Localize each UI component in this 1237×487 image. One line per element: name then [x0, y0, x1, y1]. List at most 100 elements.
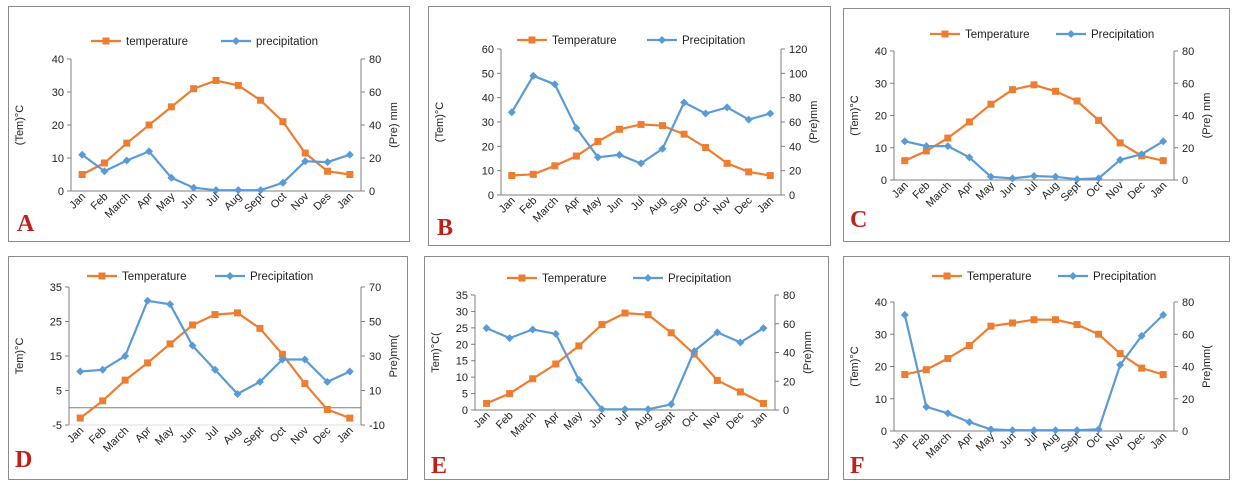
category-label: Aug — [1039, 431, 1061, 453]
left-tick-label: 40 — [875, 46, 887, 58]
category-label: Jun — [998, 180, 1019, 201]
category-label: Jun — [605, 195, 626, 216]
left-tick-label: 30 — [875, 78, 887, 90]
category-label: Apr — [955, 179, 976, 200]
precipitation-point — [1116, 155, 1125, 164]
category-label: Aug — [222, 191, 244, 213]
category-label: Sept — [242, 191, 266, 215]
temperature-series-line — [486, 311, 764, 405]
category-label: Dec — [1125, 179, 1148, 202]
precipitation-point — [278, 355, 287, 364]
panel-letter-a: A — [17, 211, 35, 237]
right-axis-label: (Pre) mm — [388, 102, 400, 148]
temperature-point — [1073, 97, 1081, 105]
left-tick-label: 20 — [875, 362, 887, 374]
left-tick-label: 10 — [52, 153, 64, 165]
temperature-point — [506, 390, 514, 398]
temperature-point — [944, 134, 952, 142]
left-tick-label: 20 — [52, 120, 64, 132]
temperature-point — [1008, 319, 1016, 327]
precipitation-point — [167, 173, 176, 182]
left-tick-label: 30 — [456, 306, 468, 318]
precipitation-point — [1094, 425, 1103, 434]
left-axis-label: (Tem)°C — [849, 346, 861, 387]
category-label: Jan — [335, 425, 356, 446]
precipitation-point — [900, 310, 909, 319]
temperature-point — [233, 309, 241, 317]
right-tick-label: 100 — [789, 68, 807, 80]
category-label: Aug — [221, 425, 243, 447]
category-label: Apr — [562, 194, 583, 215]
temperature-point — [1052, 316, 1060, 324]
category-label: Jun — [178, 425, 199, 446]
precipitation-point — [122, 156, 131, 165]
right-tick-label: 80 — [789, 93, 801, 105]
precipitation-point — [100, 167, 109, 176]
category-label: Jul — [204, 191, 222, 209]
left-tick-label: 25 — [456, 323, 468, 335]
precipitation-point — [690, 347, 699, 356]
temperature-point — [166, 340, 174, 348]
legend-entry: Precipitation — [1091, 29, 1154, 41]
left-tick-label: 25 — [50, 317, 62, 329]
panel-letter-c: C — [850, 207, 867, 233]
legend-entry: precipitation — [256, 36, 318, 48]
precipitation-point — [680, 98, 689, 107]
temperature-point — [1138, 364, 1146, 372]
precipitation-point — [1073, 426, 1082, 435]
precipitation-point — [345, 150, 354, 159]
category-label: Jan — [335, 191, 356, 212]
chart-svg-b: 0 10 20 30 40 50 60 0 20 40 60 80 100 120 (Tem)°C (Pre)… — [434, 35, 820, 241]
legend-entry: Temperature — [552, 35, 617, 47]
category-label: Aug — [632, 410, 654, 432]
right-tick-label: 60 — [789, 117, 801, 129]
right-axis-label: Pre)mm( — [1201, 345, 1213, 388]
temperature-point — [759, 399, 767, 407]
category-label: Jan — [1148, 431, 1169, 452]
category-label: May — [581, 194, 605, 218]
chart-panel-a: 0 10 20 30 40 0 20 40 60 80 (Tem)°C (Pre) mm Jan Feb M… — [8, 6, 410, 242]
legend-marker — [528, 36, 536, 44]
temperature-point — [76, 414, 84, 422]
right-axis-label: Pre)mm( — [388, 334, 400, 377]
precipitation-point — [1008, 426, 1017, 435]
left-tick-label: 30 — [875, 329, 887, 341]
temperature-point — [1159, 371, 1167, 379]
category-label: Jan — [890, 180, 911, 201]
precipitation-point — [943, 409, 952, 418]
category-label: Jun — [179, 191, 200, 212]
precipitation-point — [551, 329, 560, 338]
precipitation-point — [1008, 174, 1017, 183]
category-label: Jan — [65, 425, 86, 446]
left-tick-label: 10 — [875, 394, 887, 406]
precipitation-point — [145, 147, 154, 156]
right-tick-label: 20 — [1182, 394, 1194, 406]
temperature-point — [659, 122, 667, 130]
precipitation-point — [323, 158, 332, 167]
category-label: Sept — [653, 410, 677, 434]
left-tick-label: 30 — [52, 87, 64, 99]
temperature-point — [713, 376, 721, 384]
category-label: Nov — [1104, 430, 1127, 453]
category-label: Aug — [1039, 180, 1061, 202]
precipitation-point — [211, 365, 219, 374]
category-label: Nov — [701, 409, 724, 432]
temperature-series-line — [904, 318, 1164, 376]
precipitation-point — [301, 157, 310, 166]
precipitation-point — [121, 352, 130, 360]
precipitation-point — [986, 425, 995, 434]
precipitation-point — [986, 172, 995, 181]
precipitation-point — [529, 71, 538, 80]
category-label: Dec — [732, 194, 755, 217]
precipitation-point — [323, 377, 332, 386]
category-label: Apr — [133, 424, 154, 445]
right-tick-label: 10 — [369, 386, 381, 398]
precipitation-point — [572, 124, 581, 133]
legend-marker — [943, 272, 951, 280]
temperature-point — [944, 354, 952, 362]
right-tick-label: 40 — [1182, 111, 1194, 123]
left-tick-label: 20 — [456, 339, 468, 351]
right-tick-label: 20 — [369, 153, 381, 165]
